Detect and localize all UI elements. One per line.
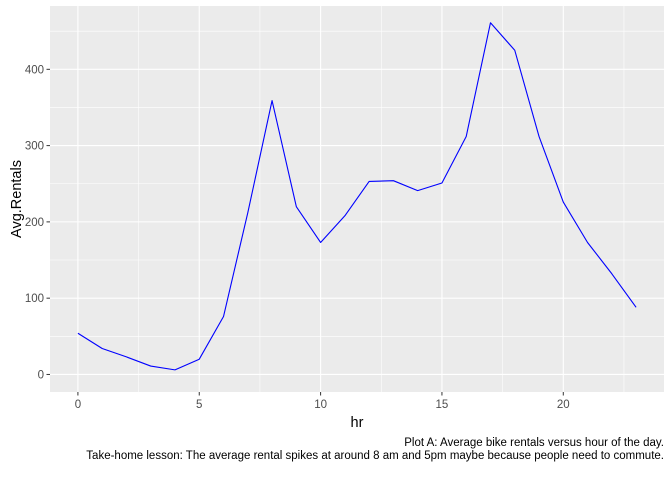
y-tick-label: 300: [25, 141, 44, 153]
caption-line-1: Plot A: Average bike rentals versus hour…: [404, 437, 664, 449]
y-tick-label: 400: [25, 64, 44, 76]
y-tick-label: 200: [25, 217, 44, 229]
x-axis-title: hr: [351, 415, 364, 431]
caption-line-2: Take-home lesson: The average rental spi…: [86, 450, 664, 462]
x-tick-label: 20: [557, 399, 570, 411]
y-axis-title: Avg.Rentals: [9, 160, 25, 238]
minor-gridlines: [50, 6, 664, 392]
x-tick-label: 0: [75, 399, 81, 411]
y-axis: 0 100 200 300 400: [25, 64, 50, 381]
x-axis: 0 5 10 15 20: [75, 392, 570, 411]
x-tick-label: 10: [314, 399, 327, 411]
series-line-0: [77, 22, 637, 371]
y-tick-label: 0: [38, 369, 44, 381]
major-gridlines: [50, 6, 664, 392]
y-tick-label: 100: [25, 293, 44, 305]
series-layer: [77, 22, 637, 371]
x-tick-label: 15: [436, 399, 449, 411]
x-tick-label: 5: [196, 399, 202, 411]
